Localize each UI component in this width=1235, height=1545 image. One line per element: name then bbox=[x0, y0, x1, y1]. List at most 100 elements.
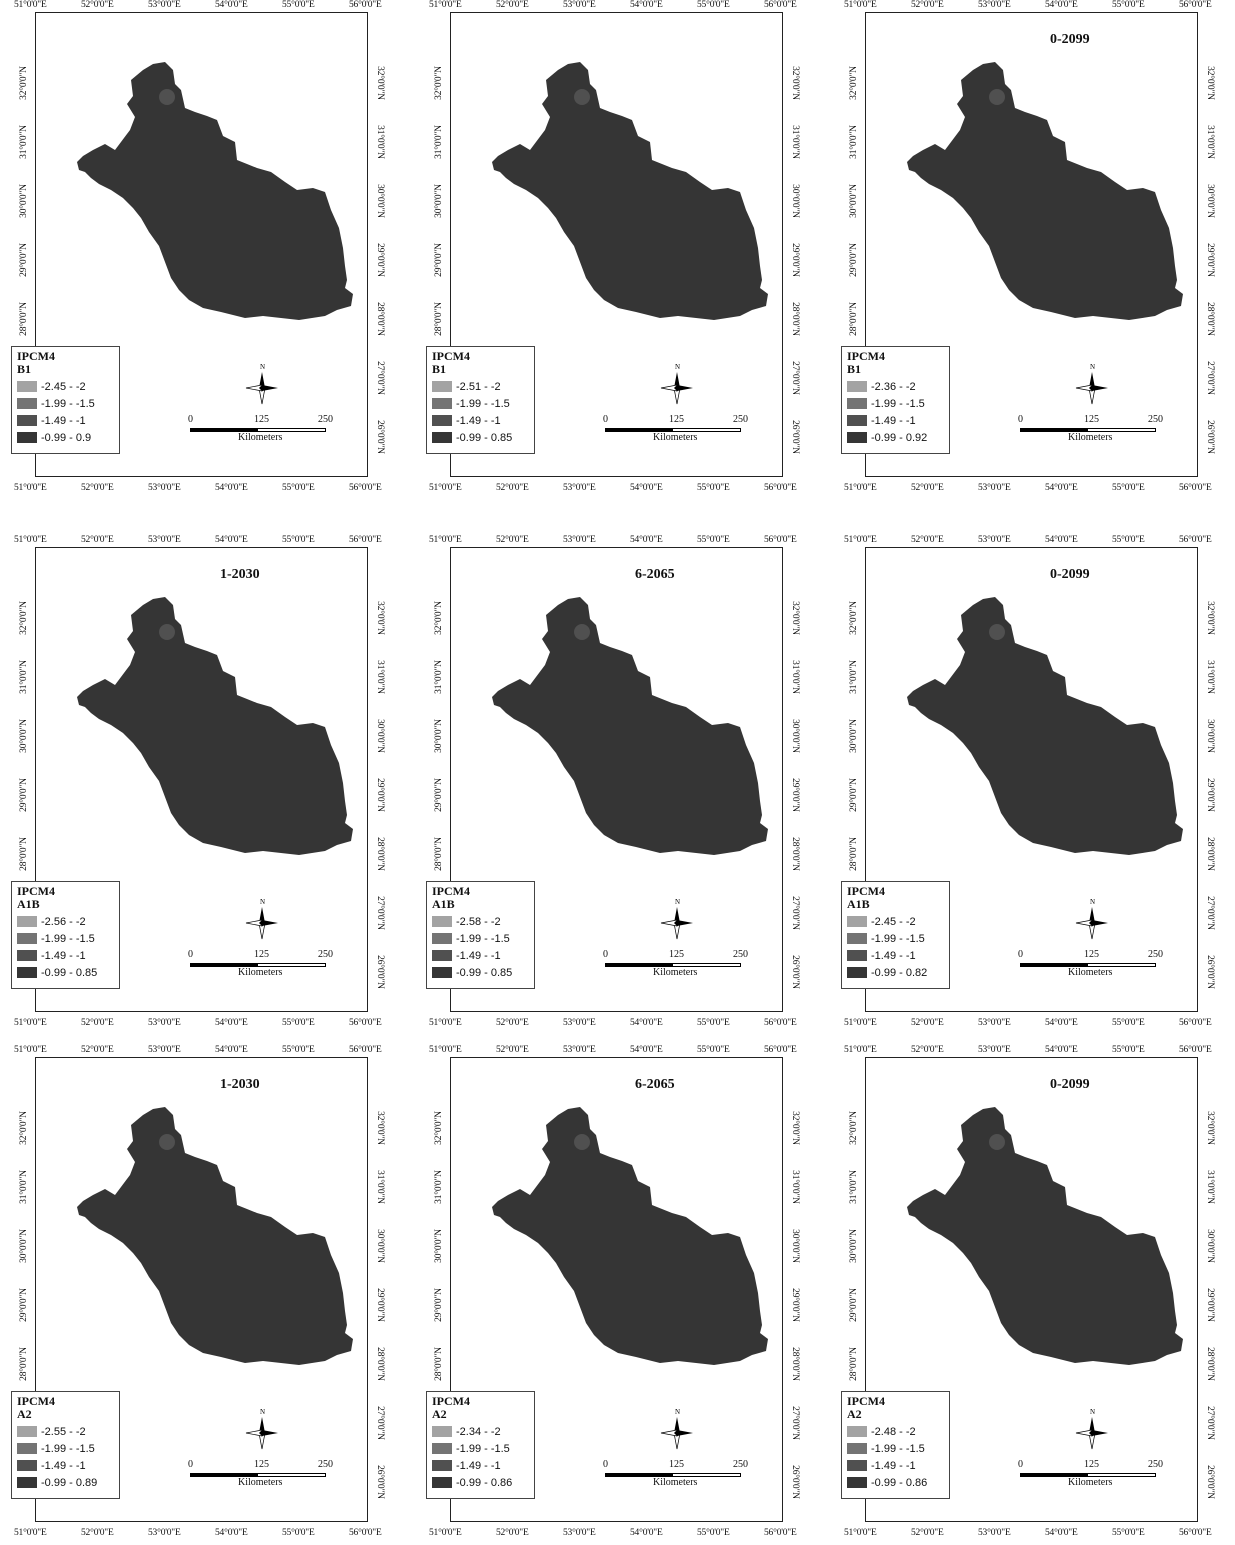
longitude-tick-label: 56°0'0"E bbox=[349, 1018, 382, 1028]
longitude-tick-label: 54°0'0"E bbox=[1045, 1018, 1078, 1028]
legend-swatch bbox=[17, 1426, 37, 1437]
legend-item: -2.56 - -2 bbox=[17, 913, 114, 930]
longitude-tick-label: 56°0'0"E bbox=[1179, 0, 1212, 10]
map-panel: 51°0'0"E 51°0'0"E 52°0'0"E 52°0'0"E 53°0'0"E… bbox=[0, 0, 400, 500]
north-spot bbox=[989, 624, 1005, 640]
legend-item: -1.49 - -1 bbox=[847, 1457, 944, 1474]
north-arrow-icon: N bbox=[1072, 897, 1112, 937]
legend-item: -1.99 - -1.5 bbox=[432, 1440, 529, 1457]
latitude-tick-label: 32°0'0"N bbox=[375, 53, 385, 113]
longitude-tick-label: 52°0'0"E bbox=[496, 535, 529, 545]
legend-range-label: -0.99 - 0.89 bbox=[41, 1477, 97, 1489]
legend-scenario: A1B bbox=[432, 898, 529, 911]
longitude-tick-label: 56°0'0"E bbox=[1179, 1045, 1212, 1055]
legend-swatch bbox=[17, 950, 37, 961]
longitude-tick-label: 54°0'0"E bbox=[215, 1045, 248, 1055]
longitude-tick-label: 56°0'0"E bbox=[349, 535, 382, 545]
longitude-tick-label: 56°0'0"E bbox=[764, 0, 797, 10]
legend-range-label: -1.99 - -1.5 bbox=[41, 933, 95, 945]
latitude-tick-label: 26°0'0"N bbox=[375, 407, 385, 467]
latitude-tick-label: 27°0'0"N bbox=[1205, 348, 1215, 408]
longitude-tick-label: 51°0'0"E bbox=[429, 483, 462, 493]
legend-range-label: -1.99 - -1.5 bbox=[456, 933, 510, 945]
legend-swatch bbox=[847, 933, 867, 944]
scale-tick-label: 250 bbox=[1148, 414, 1163, 425]
legend-item: -1.99 - -1.5 bbox=[847, 1440, 944, 1457]
latitude-tick-label: 30°0'0"N bbox=[849, 171, 859, 231]
longitude-tick-label: 51°0'0"E bbox=[14, 535, 47, 545]
longitude-tick-label: 52°0'0"E bbox=[496, 1528, 529, 1538]
latitude-tick-label: 26°0'0"N bbox=[375, 942, 385, 1002]
longitude-tick-label: 53°0'0"E bbox=[978, 483, 1011, 493]
legend-swatch bbox=[432, 432, 452, 443]
scale-tick-label: 125 bbox=[669, 949, 684, 960]
latitude-tick-label: 32°0'0"N bbox=[1205, 588, 1215, 648]
longitude-tick-label: 54°0'0"E bbox=[630, 535, 663, 545]
longitude-tick-label: 53°0'0"E bbox=[563, 1528, 596, 1538]
longitude-tick-label: 54°0'0"E bbox=[1045, 0, 1078, 10]
legend-swatch bbox=[432, 933, 452, 944]
latitude-tick-label: 29°0'0"N bbox=[790, 1275, 800, 1335]
legend-item: -2.48 - -2 bbox=[847, 1423, 944, 1440]
longitude-tick-label: 55°0'0"E bbox=[697, 483, 730, 493]
latitude-tick-label: 28°0'0"N bbox=[375, 1334, 385, 1394]
legend-scenario: A2 bbox=[432, 1408, 529, 1421]
longitude-tick-label: 52°0'0"E bbox=[911, 0, 944, 10]
legend-range-label: -0.99 - 0.86 bbox=[871, 1477, 927, 1489]
legend-item: -1.49 - -1 bbox=[847, 412, 944, 429]
legend-range-label: -1.49 - -1 bbox=[456, 950, 501, 962]
latitude-tick-label: 31°0'0"N bbox=[849, 647, 859, 707]
latitude-tick-label: 32°0'0"N bbox=[849, 53, 859, 113]
latitude-tick-label: 26°0'0"N bbox=[375, 1452, 385, 1512]
north-arrow-icon: N bbox=[1072, 1407, 1112, 1447]
scale-bar: 0 125 250 Kilometers bbox=[605, 949, 745, 981]
latitude-tick-label: 29°0'0"N bbox=[375, 230, 385, 290]
longitude-tick-label: 51°0'0"E bbox=[14, 1045, 47, 1055]
north-arrow-icon: N bbox=[242, 1407, 282, 1447]
latitude-tick-label: 30°0'0"N bbox=[375, 171, 385, 231]
latitude-tick-label: 30°0'0"N bbox=[1205, 1216, 1215, 1276]
latitude-tick-label: 32°0'0"N bbox=[849, 1098, 859, 1158]
region-shape bbox=[492, 597, 768, 855]
latitude-tick-label: 32°0'0"N bbox=[375, 1098, 385, 1158]
legend-swatch bbox=[432, 950, 452, 961]
longitude-tick-label: 52°0'0"E bbox=[81, 483, 114, 493]
latitude-tick-label: 31°0'0"N bbox=[375, 112, 385, 172]
scale-bar: 0 125 250 Kilometers bbox=[1020, 414, 1160, 446]
compass-label: N bbox=[675, 363, 680, 371]
legend-range-label: -0.99 - 0.85 bbox=[456, 967, 512, 979]
latitude-tick-label: 29°0'0"N bbox=[849, 1275, 859, 1335]
scale-bar: 0 125 250 Kilometers bbox=[1020, 1459, 1160, 1491]
legend: IPCM4 A1B -2.45 - -2 -1.99 - -1.5 -1.49 - -1… bbox=[841, 881, 950, 989]
legend: IPCM4 A1B -2.58 - -2 -1.99 - -1.5 -1.49 - -1… bbox=[426, 881, 535, 989]
latitude-tick-label: 28°0'0"N bbox=[434, 289, 444, 349]
longitude-tick-label: 53°0'0"E bbox=[563, 1045, 596, 1055]
longitude-tick-label: 53°0'0"E bbox=[978, 1528, 1011, 1538]
scale-bar: 0 125 250 Kilometers bbox=[605, 414, 745, 446]
latitude-tick-label: 30°0'0"N bbox=[849, 706, 859, 766]
longitude-tick-label: 55°0'0"E bbox=[282, 1528, 315, 1538]
map-panel: 51°0'0"E 51°0'0"E 52°0'0"E 52°0'0"E 53°0'0"E… bbox=[415, 1045, 815, 1545]
scale-tick-label: 125 bbox=[669, 1459, 684, 1470]
scale-bar: 0 125 250 Kilometers bbox=[190, 414, 330, 446]
legend-item: -1.99 - -1.5 bbox=[847, 395, 944, 412]
longitude-tick-label: 53°0'0"E bbox=[978, 1045, 1011, 1055]
longitude-tick-label: 53°0'0"E bbox=[563, 0, 596, 10]
latitude-tick-label: 28°0'0"N bbox=[375, 824, 385, 884]
latitude-tick-label: 31°0'0"N bbox=[849, 1157, 859, 1217]
north-arrow-icon: N bbox=[1072, 362, 1112, 402]
latitude-tick-label: 31°0'0"N bbox=[375, 647, 385, 707]
legend-swatch bbox=[17, 1460, 37, 1471]
latitude-tick-label: 28°0'0"N bbox=[790, 1334, 800, 1394]
latitude-tick-label: 26°0'0"N bbox=[790, 942, 800, 1002]
scale-tick-label: 250 bbox=[1148, 949, 1163, 960]
scale-tick-label: 125 bbox=[1084, 949, 1099, 960]
legend-item: -0.99 - 0.89 bbox=[17, 1474, 114, 1491]
scale-tick-label: 250 bbox=[318, 1459, 333, 1470]
legend-item: -0.99 - 0.9 bbox=[17, 429, 114, 446]
legend-range-label: -1.49 - -1 bbox=[41, 415, 86, 427]
north-arrow-icon: N bbox=[657, 897, 697, 937]
legend-item: -2.45 - -2 bbox=[17, 378, 114, 395]
latitude-tick-label: 31°0'0"N bbox=[434, 112, 444, 172]
latitude-tick-label: 31°0'0"N bbox=[1205, 112, 1215, 172]
